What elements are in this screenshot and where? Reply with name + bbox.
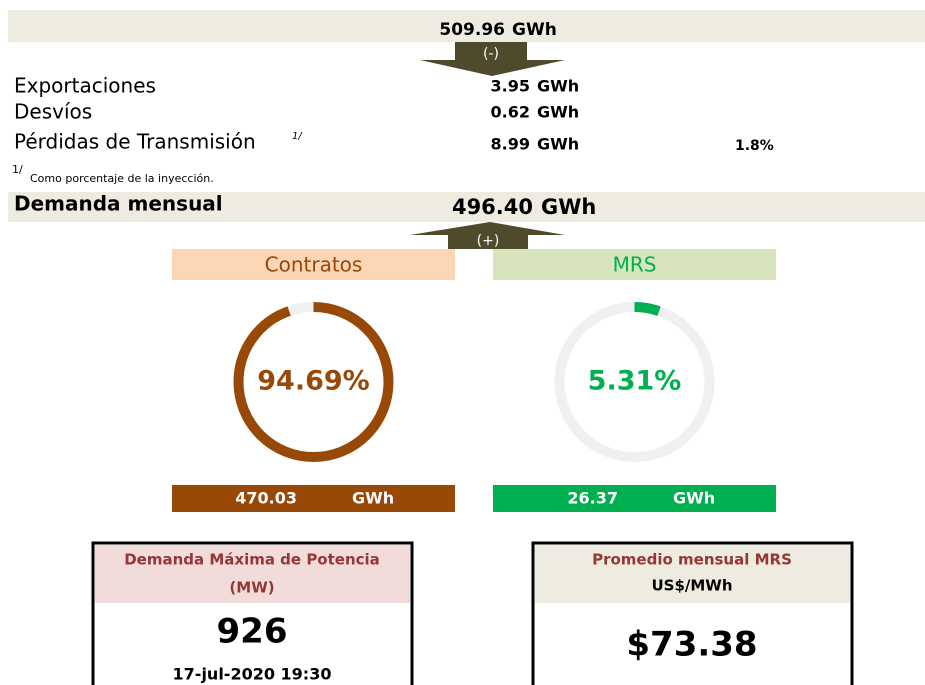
gauge-title: MRS xyxy=(613,253,657,277)
arrow xyxy=(420,42,565,76)
card-value: $73.38 xyxy=(626,625,757,665)
card-subtitle: US$/MWh xyxy=(651,577,732,595)
gauge-title: Contratos xyxy=(265,253,363,277)
ring-arc xyxy=(233,302,394,462)
card-date: 17-jul-2020 19:30 xyxy=(173,665,332,684)
gauge-header xyxy=(172,249,455,280)
gauge-header xyxy=(493,249,776,280)
demand-value: 496.40 xyxy=(452,195,533,219)
gauge-percent: 94.69% xyxy=(257,366,369,397)
row-value: 8.99 xyxy=(491,135,530,154)
row-label: Pérdidas de Transmisión xyxy=(14,130,256,154)
card-value: 926 xyxy=(217,612,288,652)
row-unit: GWh xyxy=(537,77,579,96)
unit: GWh xyxy=(512,20,557,40)
arrow-label: (+) xyxy=(477,233,500,249)
energy-bar xyxy=(493,485,776,512)
energy-unit: GWh xyxy=(673,489,715,508)
row-unit: GWh xyxy=(537,103,579,122)
superscript: 1/ xyxy=(292,131,303,142)
card-header xyxy=(95,545,410,603)
row-percent: 1.8% xyxy=(735,138,774,154)
row-value: 0.62 xyxy=(491,103,530,122)
gauge-percent: 5.31% xyxy=(588,366,682,397)
ring-arc xyxy=(554,302,715,462)
row-label: Exportaciones xyxy=(14,74,156,98)
energy-unit: GWh xyxy=(352,489,394,508)
row-label: Desvíos xyxy=(14,100,92,124)
row-value: 3.95 xyxy=(491,77,530,96)
energy-value: 26.37 xyxy=(567,489,618,508)
footnote: Como porcentaje de la inyección. xyxy=(30,172,214,185)
demand-label: Demanda mensual xyxy=(14,192,223,216)
card-title: Demanda Máxima de Potencia xyxy=(124,551,380,569)
card-subtitle: (MW) xyxy=(229,579,274,597)
band xyxy=(8,10,925,42)
arrow-label: (-) xyxy=(483,46,499,62)
row-unit: GWh xyxy=(537,135,579,154)
demand-unit: GWh xyxy=(541,195,596,219)
value: 509.96 xyxy=(439,20,505,40)
energy-bar xyxy=(172,485,455,512)
card-title: Promedio mensual MRS xyxy=(592,551,792,569)
energy-value: 470.03 xyxy=(235,489,297,508)
card-header xyxy=(535,545,850,603)
gauges: Contratos 94.69% 470.03 GWh MRS 5.31% 26.37 GWh xyxy=(172,249,776,512)
arrow xyxy=(410,222,565,249)
band xyxy=(8,192,925,222)
footnote-mark: 1/ xyxy=(12,163,23,176)
